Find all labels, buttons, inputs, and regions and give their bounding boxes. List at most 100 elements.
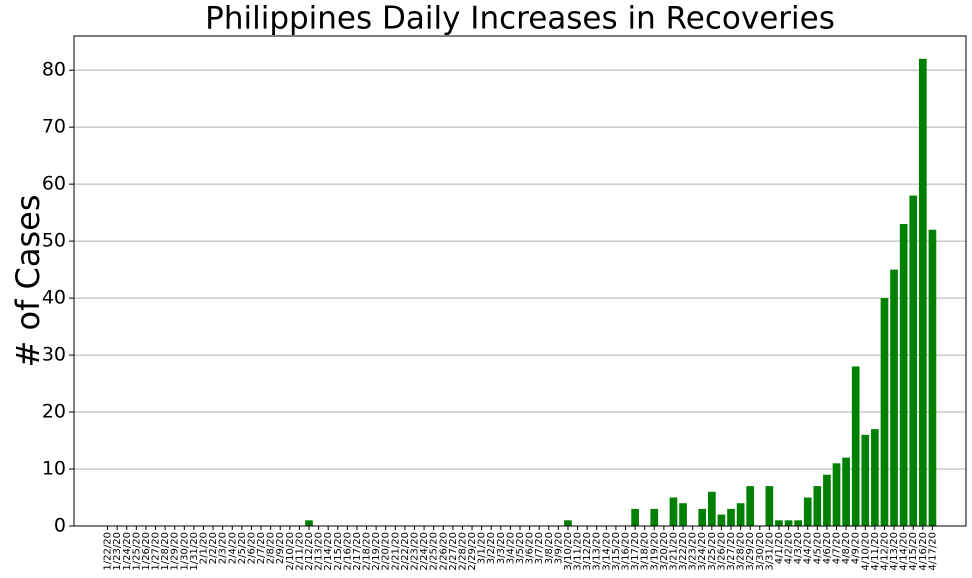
bar — [851, 366, 860, 526]
bar — [784, 520, 793, 526]
y-tick-label: 20 — [42, 401, 66, 423]
y-tick-label: 60 — [42, 173, 66, 195]
x-tick-label: 3/9/20 — [553, 532, 564, 564]
x-tick-label: 3/13/20 — [592, 532, 603, 571]
x-tick-label: 1/29/20 — [170, 532, 181, 571]
x-tick-label: 2/3/20 — [218, 532, 229, 564]
x-tick-label: 2/19/20 — [371, 532, 382, 571]
x-tick-label: 2/8/20 — [266, 532, 277, 564]
y-tick-label: 70 — [42, 116, 66, 138]
x-tick-label: 2/23/20 — [409, 532, 420, 571]
y-tick-label: 40 — [42, 287, 66, 309]
bar — [899, 224, 908, 526]
y-tick-label: 30 — [42, 344, 66, 366]
x-tick-label: 4/16/20 — [918, 532, 929, 571]
x-tick-label: 3/25/20 — [707, 532, 718, 571]
bar — [727, 508, 735, 526]
y-tick-label: 80 — [42, 59, 66, 81]
x-tick-label: 2/4/20 — [227, 532, 238, 564]
x-tick-label: 3/3/20 — [496, 532, 507, 564]
x-tick-label: 2/7/20 — [256, 532, 267, 564]
x-tick-label: 3/15/20 — [611, 532, 622, 571]
x-tick-label: 1/31/20 — [189, 532, 200, 571]
bar — [813, 486, 822, 526]
bar — [775, 520, 783, 526]
y-tick-label: 50 — [42, 230, 66, 252]
bar — [794, 520, 802, 526]
x-tick-label: 1/23/20 — [112, 532, 123, 571]
x-tick-label: 3/2/20 — [486, 532, 497, 564]
bar — [650, 508, 659, 526]
x-tick-label: 2/13/20 — [314, 532, 325, 571]
x-tick-label: 4/8/20 — [841, 532, 852, 564]
x-tick-label: 3/24/20 — [697, 532, 708, 571]
x-tick-label: 2/26/20 — [438, 532, 449, 571]
bar — [919, 58, 927, 526]
x-tick-label: 4/14/20 — [899, 532, 910, 571]
bar — [669, 497, 678, 526]
x-tick-label: 2/18/20 — [362, 532, 373, 571]
x-tick-label: 4/6/20 — [822, 532, 833, 564]
grid — [74, 69, 966, 527]
x-tick-label: 3/19/20 — [649, 532, 660, 571]
x-tick-label: 2/15/20 — [333, 532, 344, 571]
x-tick-label: 2/21/20 — [390, 532, 401, 571]
x-tick-label: 3/4/20 — [505, 532, 516, 564]
x-tick-label: 2/5/20 — [237, 532, 248, 564]
x-tick-label: 3/30/20 — [755, 532, 766, 571]
x-tick-label: 3/23/20 — [688, 532, 699, 571]
x-tick-label: 2/29/20 — [467, 532, 478, 571]
x-tick-label: 2/2/20 — [208, 532, 219, 564]
x-tick-label: 4/10/20 — [860, 532, 871, 571]
x-tick-label: 1/25/20 — [131, 532, 142, 571]
x-tick-label: 3/17/20 — [630, 532, 641, 571]
x-tick-label: 4/1/20 — [774, 532, 785, 564]
x-tick-label: 3/12/20 — [582, 532, 593, 571]
x-tick-label: 4/12/20 — [879, 532, 890, 571]
x-tick-label: 1/28/20 — [160, 532, 171, 571]
x-tick-label: 1/27/20 — [151, 532, 162, 571]
x-tick-label: 1/22/20 — [103, 532, 114, 571]
x-tick-label: 2/17/20 — [352, 532, 363, 571]
x-tick-label: 4/2/20 — [784, 532, 795, 564]
x-tick-label: 2/25/20 — [429, 532, 440, 571]
x-tick-label: 3/5/20 — [515, 532, 526, 564]
bar — [679, 503, 687, 526]
plot-frame — [73, 35, 967, 527]
x-tick-label: 4/13/20 — [889, 532, 900, 571]
bar — [717, 514, 726, 526]
x-tick-label: 3/7/20 — [534, 532, 545, 564]
bar — [928, 229, 937, 526]
bar — [746, 486, 755, 526]
x-tick-label: 3/31/20 — [764, 532, 775, 571]
bar — [803, 497, 812, 526]
x-tick-label: 3/1/20 — [477, 532, 488, 564]
x-tick-label: 2/24/20 — [419, 532, 430, 571]
x-tick-label: 3/10/20 — [563, 532, 574, 571]
x-tick-label: 4/4/20 — [803, 532, 814, 564]
x-tick-label: 3/18/20 — [640, 532, 651, 571]
bar — [823, 474, 831, 526]
x-tick-label: 3/26/20 — [716, 532, 727, 571]
x-tick-label: 3/8/20 — [544, 532, 555, 564]
x-tick-label: 4/3/20 — [793, 532, 804, 564]
y-tick-label: 10 — [42, 458, 66, 480]
bar — [861, 434, 870, 526]
bar — [871, 429, 879, 526]
bar — [736, 503, 745, 526]
y-tick-label: 0 — [54, 515, 66, 537]
x-tick-label: 2/16/20 — [342, 532, 353, 571]
x-tick-label: 1/24/20 — [122, 532, 133, 571]
x-tick-label: 1/30/20 — [179, 532, 190, 571]
x-tick-label: 2/11/20 — [294, 532, 305, 571]
x-tick-label: 3/14/20 — [601, 532, 612, 571]
bar — [707, 491, 716, 526]
x-tick-label: 2/14/20 — [323, 532, 334, 571]
x-tick-label: 2/20/20 — [381, 532, 392, 571]
x-tick-label: 2/10/20 — [285, 532, 296, 571]
bar — [890, 269, 898, 526]
x-tick-label: 4/17/20 — [927, 532, 938, 571]
x-tick-label: 1/26/20 — [141, 532, 152, 571]
x-tick-label: 4/15/20 — [908, 532, 919, 571]
